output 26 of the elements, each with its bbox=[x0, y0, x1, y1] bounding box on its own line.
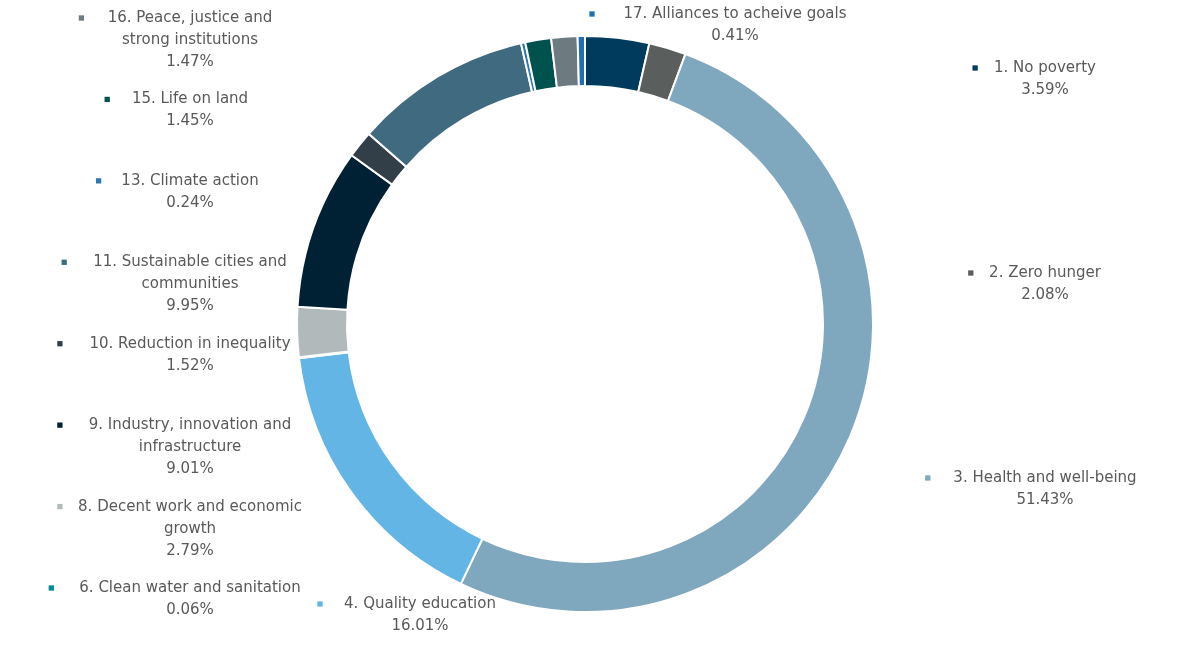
data-label: 1.45% bbox=[166, 111, 214, 130]
data-label: 1.47% bbox=[166, 52, 214, 70]
legend-label: 15. Life on land bbox=[131, 89, 249, 108]
data-label: 0.41% bbox=[711, 26, 759, 44]
data-label: 0.06% bbox=[166, 600, 214, 618]
legend-label: 10. Reduction in inequality bbox=[89, 333, 291, 352]
data-label: 2.79% bbox=[166, 540, 214, 559]
legend-label: 17. Alliances to acheive goals bbox=[623, 4, 847, 22]
data-label: 2.08% bbox=[1021, 285, 1069, 303]
data-label: 1.52% bbox=[166, 355, 214, 374]
legend-label: 2. Zero hunger bbox=[989, 263, 1102, 281]
data-label: 9.95% bbox=[166, 296, 214, 315]
data-label: 3.59% bbox=[1021, 80, 1069, 98]
legend-label: 6. Clean water and sanitation bbox=[79, 578, 301, 596]
legend-label: 3. Health and well-being bbox=[953, 468, 1137, 486]
data-label: 0.24% bbox=[166, 192, 214, 211]
data-label: 51.43% bbox=[1016, 490, 1074, 508]
legend-label: 8. Decent work and economic growth bbox=[78, 496, 302, 537]
legend-label: 16. Peace, justice and strong institutions bbox=[107, 8, 273, 48]
data-label: 9.01% bbox=[166, 459, 214, 478]
legend-label: 1. No poverty bbox=[994, 58, 1097, 76]
legend-label: 13. Climate action bbox=[121, 170, 259, 189]
legend-label: 9. Industry, innovation and infrastructure bbox=[88, 415, 292, 456]
data-label: 16.01% bbox=[391, 616, 449, 634]
legend-label: 4. Quality education bbox=[344, 594, 496, 612]
legend-label: 11. Sustainable cities and communities bbox=[93, 252, 287, 293]
